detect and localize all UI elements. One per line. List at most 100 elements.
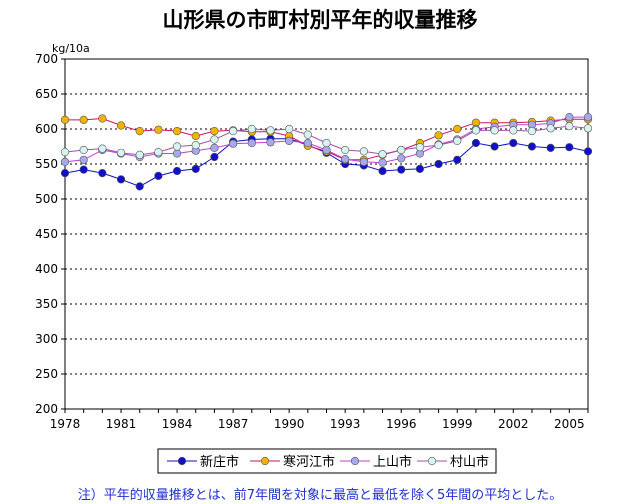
- x-tick-label: 1999: [442, 417, 473, 431]
- data-point: [565, 143, 574, 152]
- y-tick-label: 650: [35, 87, 58, 101]
- data-point: [434, 131, 443, 140]
- data-point: [509, 126, 518, 135]
- data-point: [79, 145, 88, 155]
- data-point: [154, 148, 163, 157]
- y-tick-label: 350: [35, 297, 58, 311]
- y-tick-label: 250: [35, 367, 58, 381]
- data-point: [378, 150, 387, 159]
- data-point: [154, 125, 163, 134]
- x-tick-label: 2005: [554, 417, 585, 431]
- y-tick-label: 700: [35, 52, 58, 66]
- data-point: [116, 121, 126, 130]
- data-point: [98, 114, 107, 123]
- data-point: [378, 166, 387, 176]
- y-tick-labels: 200 250 300 350 400 450 500 550 600 650 700: [35, 52, 58, 416]
- x-tick-label: 1981: [106, 417, 137, 431]
- x-tick-labels: 1978 1981 1984 1987 1990 1993 1996 1999 2002 2005: [50, 417, 585, 431]
- data-point: [453, 155, 462, 164]
- data-point: [565, 122, 574, 131]
- x-tick-label: 1984: [162, 417, 193, 431]
- series-group: [60, 112, 593, 191]
- data-point: [509, 138, 518, 148]
- y-tick-label: 300: [35, 332, 58, 346]
- data-point: [285, 124, 294, 134]
- y-tick-label: 600: [35, 122, 58, 136]
- data-point: [79, 115, 88, 124]
- data-point: [322, 145, 331, 155]
- footnote: 注）平年的収量推移とは、前7年間を対象に最高と最低を除く5年間の平均とした。: [77, 488, 563, 503]
- data-point: [229, 127, 238, 136]
- legend-label: 新庄市: [200, 454, 239, 470]
- y-tick-label: 200: [35, 402, 58, 416]
- legend-marker: [260, 456, 270, 466]
- data-point: [565, 112, 574, 122]
- x-tick-label: 1990: [274, 417, 305, 431]
- data-point: [397, 154, 406, 163]
- data-point: [210, 135, 219, 144]
- data-point: [154, 171, 163, 180]
- y-tick-label: 500: [35, 192, 58, 206]
- data-point: [415, 143, 424, 152]
- data-point: [210, 127, 219, 136]
- data-point: [490, 142, 499, 151]
- y-tick-label: 450: [35, 227, 58, 241]
- data-point: [583, 147, 593, 156]
- gridlines: [61, 58, 589, 413]
- legend-marker: [427, 456, 437, 466]
- y-axis-unit-label: kg/10a: [52, 42, 90, 55]
- legend-marker: [350, 456, 360, 466]
- data-point: [191, 164, 200, 173]
- data-point: [583, 112, 593, 122]
- data-point: [60, 169, 70, 178]
- data-point: [453, 136, 462, 145]
- data-point: [453, 124, 462, 134]
- data-point: [546, 124, 555, 133]
- data-point: [247, 124, 256, 134]
- data-point: [415, 164, 424, 173]
- data-point: [303, 138, 312, 148]
- data-point: [98, 169, 107, 178]
- data-point: [285, 136, 294, 145]
- data-point: [266, 138, 275, 147]
- legend-label: 上山市: [373, 454, 412, 470]
- data-point: [378, 158, 387, 167]
- x-tick-label: 1993: [330, 417, 361, 431]
- data-point: [191, 131, 200, 141]
- data-point: [397, 165, 406, 174]
- legend-label: 村山市: [450, 454, 489, 470]
- data-point: [247, 138, 256, 148]
- data-point: [172, 166, 182, 176]
- data-point: [79, 155, 88, 164]
- chart-title: 山形県の市町村別平年的収量推移: [162, 8, 478, 32]
- data-point: [471, 138, 481, 148]
- legend-label: 寒河江市: [283, 454, 335, 470]
- data-point: [116, 175, 126, 184]
- data-point: [60, 115, 70, 124]
- data-point: [322, 138, 331, 148]
- data-point: [98, 144, 107, 153]
- data-point: [135, 182, 144, 191]
- y-tick-label: 400: [35, 262, 58, 276]
- data-point: [135, 127, 144, 136]
- data-point: [210, 143, 219, 152]
- data-point: [191, 141, 200, 150]
- data-point: [172, 127, 182, 136]
- data-point: [172, 149, 182, 158]
- data-point: [79, 165, 88, 174]
- data-point: [434, 141, 443, 150]
- series-1: [60, 134, 593, 191]
- data-point: [266, 126, 275, 135]
- legend: 新庄市 寒河江市 上山市 村山市: [157, 448, 497, 474]
- data-point: [210, 152, 219, 162]
- data-point: [172, 142, 182, 151]
- data-point: [303, 130, 312, 139]
- data-point: [116, 148, 126, 157]
- x-tick-label: 1987: [218, 417, 249, 431]
- data-point: [527, 127, 537, 136]
- data-point: [60, 157, 70, 166]
- y-tick-label: 550: [35, 157, 58, 171]
- data-point: [583, 124, 593, 133]
- data-point: [341, 145, 350, 155]
